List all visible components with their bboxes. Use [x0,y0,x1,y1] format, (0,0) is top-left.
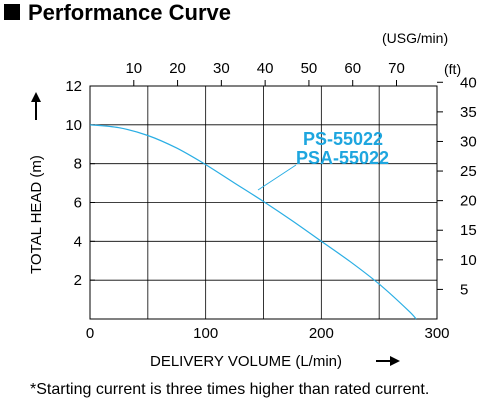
page-title: Performance Curve [28,0,231,25]
x2-tick-label: 70 [388,60,405,77]
y-tick-label: 10 [65,117,82,134]
x2-tick-label: 60 [344,60,361,77]
y2-tick-label: 15 [460,222,477,239]
x2-tick-label: 50 [301,60,318,77]
y2-axis-unit: (ft) [444,61,461,77]
series-line-ps-55022 [89,124,417,320]
x-tick-label: 300 [424,325,449,342]
x2-tick-label: 20 [169,60,186,77]
y-tick-label: 4 [74,233,82,250]
y-axis-arrow-icon [31,92,41,102]
y2-tick-label: 5 [460,281,468,298]
series-label-ps-55022: PS-55022 [303,129,383,149]
x2-tick-label: 30 [213,60,230,77]
x-axis-label: DELIVERY VOLUME (L/min) [150,353,342,370]
x2-tick-label: 40 [257,60,274,77]
x-tick-label: 200 [309,325,334,342]
y2-tick-label: 25 [460,163,477,180]
x-axis-arrow-icon [390,356,400,366]
footnote: *Starting current is three times higher … [30,381,429,398]
y2-tick-label: 30 [460,133,477,150]
x2-axis-unit: (USG/min) [382,30,448,46]
y2-tick-label: 40 [460,74,477,91]
y-axis-label: TOTAL HEAD (m) [28,155,45,274]
x-tick-label: 100 [193,325,218,342]
y-tick-label: 8 [74,156,82,173]
x2-tick-label: 10 [125,60,142,77]
series-label-leader [257,164,297,191]
x-tick-label: 0 [86,325,94,342]
y-tick-label: 12 [65,78,82,95]
y2-tick-label: 35 [460,104,477,121]
y2-tick-label: 20 [460,193,477,210]
series-label-psa-55022: PSA-55022 [296,148,389,168]
y2-tick-label: 10 [460,252,477,269]
y-tick-label: 6 [74,195,82,212]
title-square-icon [4,4,20,20]
y-tick-label: 2 [74,272,82,289]
